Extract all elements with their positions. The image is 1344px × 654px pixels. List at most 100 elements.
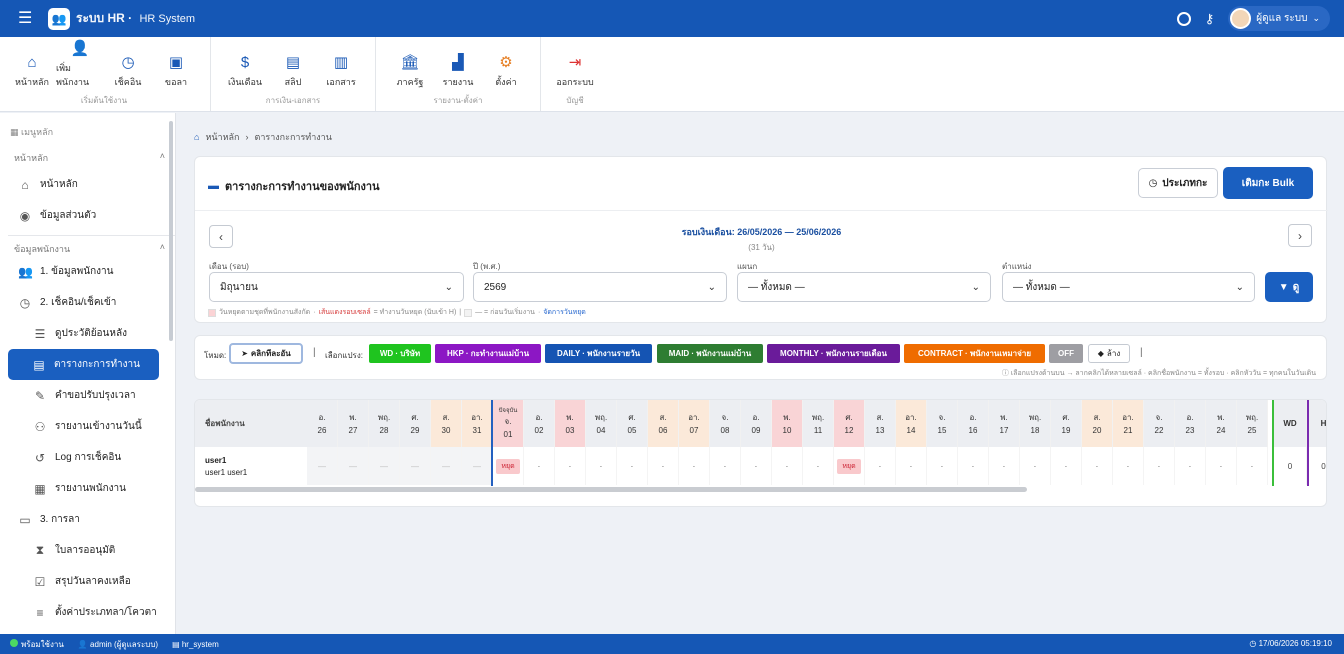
- day-column-header[interactable]: อา. 31: [462, 400, 493, 447]
- employee-name-cell[interactable]: user1 user1 user1: [195, 447, 307, 485]
- ribbon-checkin-button[interactable]: ◷ เช็คอิน: [104, 53, 152, 89]
- prev-period-button[interactable]: ‹: [209, 225, 233, 248]
- day-column-header[interactable]: พฤ. 18: [1020, 400, 1051, 447]
- day-column-header[interactable]: อ. 26: [307, 400, 338, 447]
- horizontal-scrollbar[interactable]: [195, 487, 1027, 492]
- manage-holidays-link[interactable]: จัดการวันหยุด: [543, 309, 586, 316]
- day-column-header[interactable]: พ. 27: [338, 400, 369, 447]
- day-column-header[interactable]: พฤ. 11: [803, 400, 834, 447]
- sidebar-item-approve[interactable]: ⧗ ใบลารออนุมัติ: [0, 535, 175, 566]
- schedule-cell[interactable]: —: [307, 447, 338, 485]
- brush-contract-chip[interactable]: CONTRACT · พนักงานเหมาจ่าย: [904, 344, 1045, 363]
- sidebar-section-main[interactable]: หน้าหลัก ˄: [0, 139, 175, 165]
- schedule-cell[interactable]: ·: [865, 447, 896, 485]
- ribbon-add-employee-button[interactable]: 👤 เพิ่มพนักงาน: [56, 39, 104, 89]
- day-column-header[interactable]: ศ. 19: [1051, 400, 1082, 447]
- bulk-fill-button[interactable]: เติมกะ Bulk: [1223, 167, 1313, 199]
- sidebar-item-leave[interactable]: ▭ 3. การลา: [0, 504, 175, 535]
- click-mode-button[interactable]: ➤ คลิกทีละอัน: [229, 343, 303, 364]
- brush-maid-chip[interactable]: MAID · พนักงานแม่บ้าน: [657, 344, 763, 363]
- day-column-header[interactable]: ส. 20: [1082, 400, 1113, 447]
- ribbon-slip-button[interactable]: ▤ สลิป: [269, 53, 317, 89]
- schedule-cell[interactable]: ·: [1020, 447, 1051, 485]
- schedule-cell[interactable]: —: [400, 447, 431, 485]
- brush-hkp-chip[interactable]: HKP · กะทำงานแม่บ้าน: [435, 344, 541, 363]
- day-column-header[interactable]: อ. 02: [524, 400, 555, 447]
- key-icon[interactable]: ⚷: [1204, 10, 1215, 26]
- sidebar-item-adjust[interactable]: ✎ คำขอปรับปรุงเวลา: [0, 380, 175, 411]
- view-filter-button[interactable]: ▼ ดู: [1265, 272, 1313, 302]
- schedule-cell[interactable]: ·: [803, 447, 834, 485]
- month-select[interactable]: มิถุนายน ⌄: [209, 272, 464, 302]
- day-column-header[interactable]: ส. 06: [648, 400, 679, 447]
- schedule-cell[interactable]: —: [338, 447, 369, 485]
- ribbon-report-button[interactable]: ▟ รายงาน: [434, 53, 482, 89]
- brush-wd-chip[interactable]: WD · บริษัท: [369, 344, 431, 363]
- schedule-cell[interactable]: ·: [1237, 447, 1268, 485]
- sidebar-item-employee-report[interactable]: ▦ รายงานพนักงาน: [0, 473, 175, 504]
- day-column-header[interactable]: พ. 17: [989, 400, 1020, 447]
- ribbon-leave-button[interactable]: ▣ ขอลา: [152, 53, 200, 89]
- home-icon[interactable]: ⌂: [194, 132, 200, 142]
- day-column-header[interactable]: พ. 03: [555, 400, 586, 447]
- shift-type-button[interactable]: ◷ ประเภทกะ: [1138, 168, 1218, 198]
- day-column-header[interactable]: ส. 13: [865, 400, 896, 447]
- day-column-header[interactable]: พฤ. 25: [1237, 400, 1268, 447]
- schedule-cell[interactable]: ·: [1113, 447, 1144, 485]
- schedule-cell[interactable]: ·: [1082, 447, 1113, 485]
- department-select[interactable]: — ทั้งหมด — ⌄: [737, 272, 991, 302]
- schedule-cell[interactable]: ·: [896, 447, 927, 485]
- sidebar-item-employee-data[interactable]: 👥 1. ข้อมูลพนักงาน: [0, 256, 175, 287]
- schedule-cell[interactable]: ·: [555, 447, 586, 485]
- schedule-cell[interactable]: ·: [958, 447, 989, 485]
- schedule-cell[interactable]: ·: [1051, 447, 1082, 485]
- sidebar-item-history[interactable]: ☰ ดูประวัติย้อนหลัง: [0, 318, 175, 349]
- day-column-header[interactable]: อา. 14: [896, 400, 927, 447]
- schedule-cell[interactable]: ·: [648, 447, 679, 485]
- wd-column-header[interactable]: WD: [1274, 400, 1307, 447]
- clear-brush-button[interactable]: ◆ ล้าง: [1088, 344, 1130, 363]
- schedule-cell[interactable]: ·: [772, 447, 803, 485]
- schedule-cell[interactable]: ·: [679, 447, 710, 485]
- schedule-cell[interactable]: ·: [586, 447, 617, 485]
- brush-off-chip[interactable]: OFF: [1049, 344, 1083, 363]
- schedule-cell[interactable]: ·: [1206, 447, 1237, 485]
- sidebar-scrollbar[interactable]: [169, 121, 173, 341]
- day-column-header[interactable]: อ. 09: [741, 400, 772, 447]
- schedule-cell[interactable]: ·: [710, 447, 741, 485]
- schedule-cell[interactable]: —: [462, 447, 493, 485]
- user-menu[interactable]: ผู้ดูแล ระบบ ⌄: [1228, 6, 1330, 31]
- sidebar-item-schedule[interactable]: ▤ ตารางกะการทำงาน: [8, 349, 159, 380]
- ribbon-payroll-button[interactable]: $ เงินเดือน: [221, 53, 269, 89]
- sidebar-item-home[interactable]: ⌂ หน้าหลัก: [0, 169, 175, 200]
- sidebar-section-employee[interactable]: ข้อมูลพนักงาน ˄: [0, 236, 175, 256]
- day-column-header[interactable]: พฤ. 28: [369, 400, 400, 447]
- schedule-cell[interactable]: ·: [617, 447, 648, 485]
- day-column-header[interactable]: พฤ. 04: [586, 400, 617, 447]
- sidebar-item-summary[interactable]: ☑ สรุปวันลาคงเหลือ: [0, 566, 175, 597]
- day-column-header[interactable]: จ. 22: [1144, 400, 1175, 447]
- sidebar-item-checkin[interactable]: ◷ 2. เช็คอิน/เช็คเข้า: [0, 287, 175, 318]
- schedule-cell[interactable]: ·: [927, 447, 958, 485]
- day-column-header[interactable]: ศ. 12: [834, 400, 865, 447]
- schedule-cell[interactable]: ·: [989, 447, 1020, 485]
- year-select[interactable]: 2569 ⌄: [473, 272, 727, 302]
- schedule-cell[interactable]: หยุด: [493, 447, 524, 485]
- breadcrumb-home[interactable]: หน้าหลัก: [205, 132, 240, 142]
- day-column-header[interactable]: ศ. 05: [617, 400, 648, 447]
- day-column-header[interactable]: พ. 24: [1206, 400, 1237, 447]
- h-column-header[interactable]: H: [1309, 400, 1326, 447]
- day-column-header[interactable]: อ. 16: [958, 400, 989, 447]
- schedule-cell[interactable]: —: [431, 447, 462, 485]
- ribbon-home-button[interactable]: ⌂ หน้าหลัก: [8, 53, 56, 89]
- next-period-button[interactable]: ›: [1288, 224, 1312, 247]
- sidebar-item-profile[interactable]: ◉ ข้อมูลส่วนตัว: [0, 200, 175, 231]
- profile-circle-icon[interactable]: [1176, 11, 1191, 26]
- ribbon-settings-button[interactable]: ⚙ ตั้งค่า: [482, 53, 530, 89]
- schedule-cell[interactable]: —: [369, 447, 400, 485]
- sidebar-item-daily-report[interactable]: ⚇ รายงานเข้างานวันนี้: [0, 411, 175, 442]
- day-column-header[interactable]: จ. 08: [710, 400, 741, 447]
- day-column-header[interactable]: จ. 15: [927, 400, 958, 447]
- position-select[interactable]: — ทั้งหมด — ⌄: [1002, 272, 1255, 302]
- brush-monthly-chip[interactable]: MONTHLY · พนักงานรายเดือน: [767, 344, 900, 363]
